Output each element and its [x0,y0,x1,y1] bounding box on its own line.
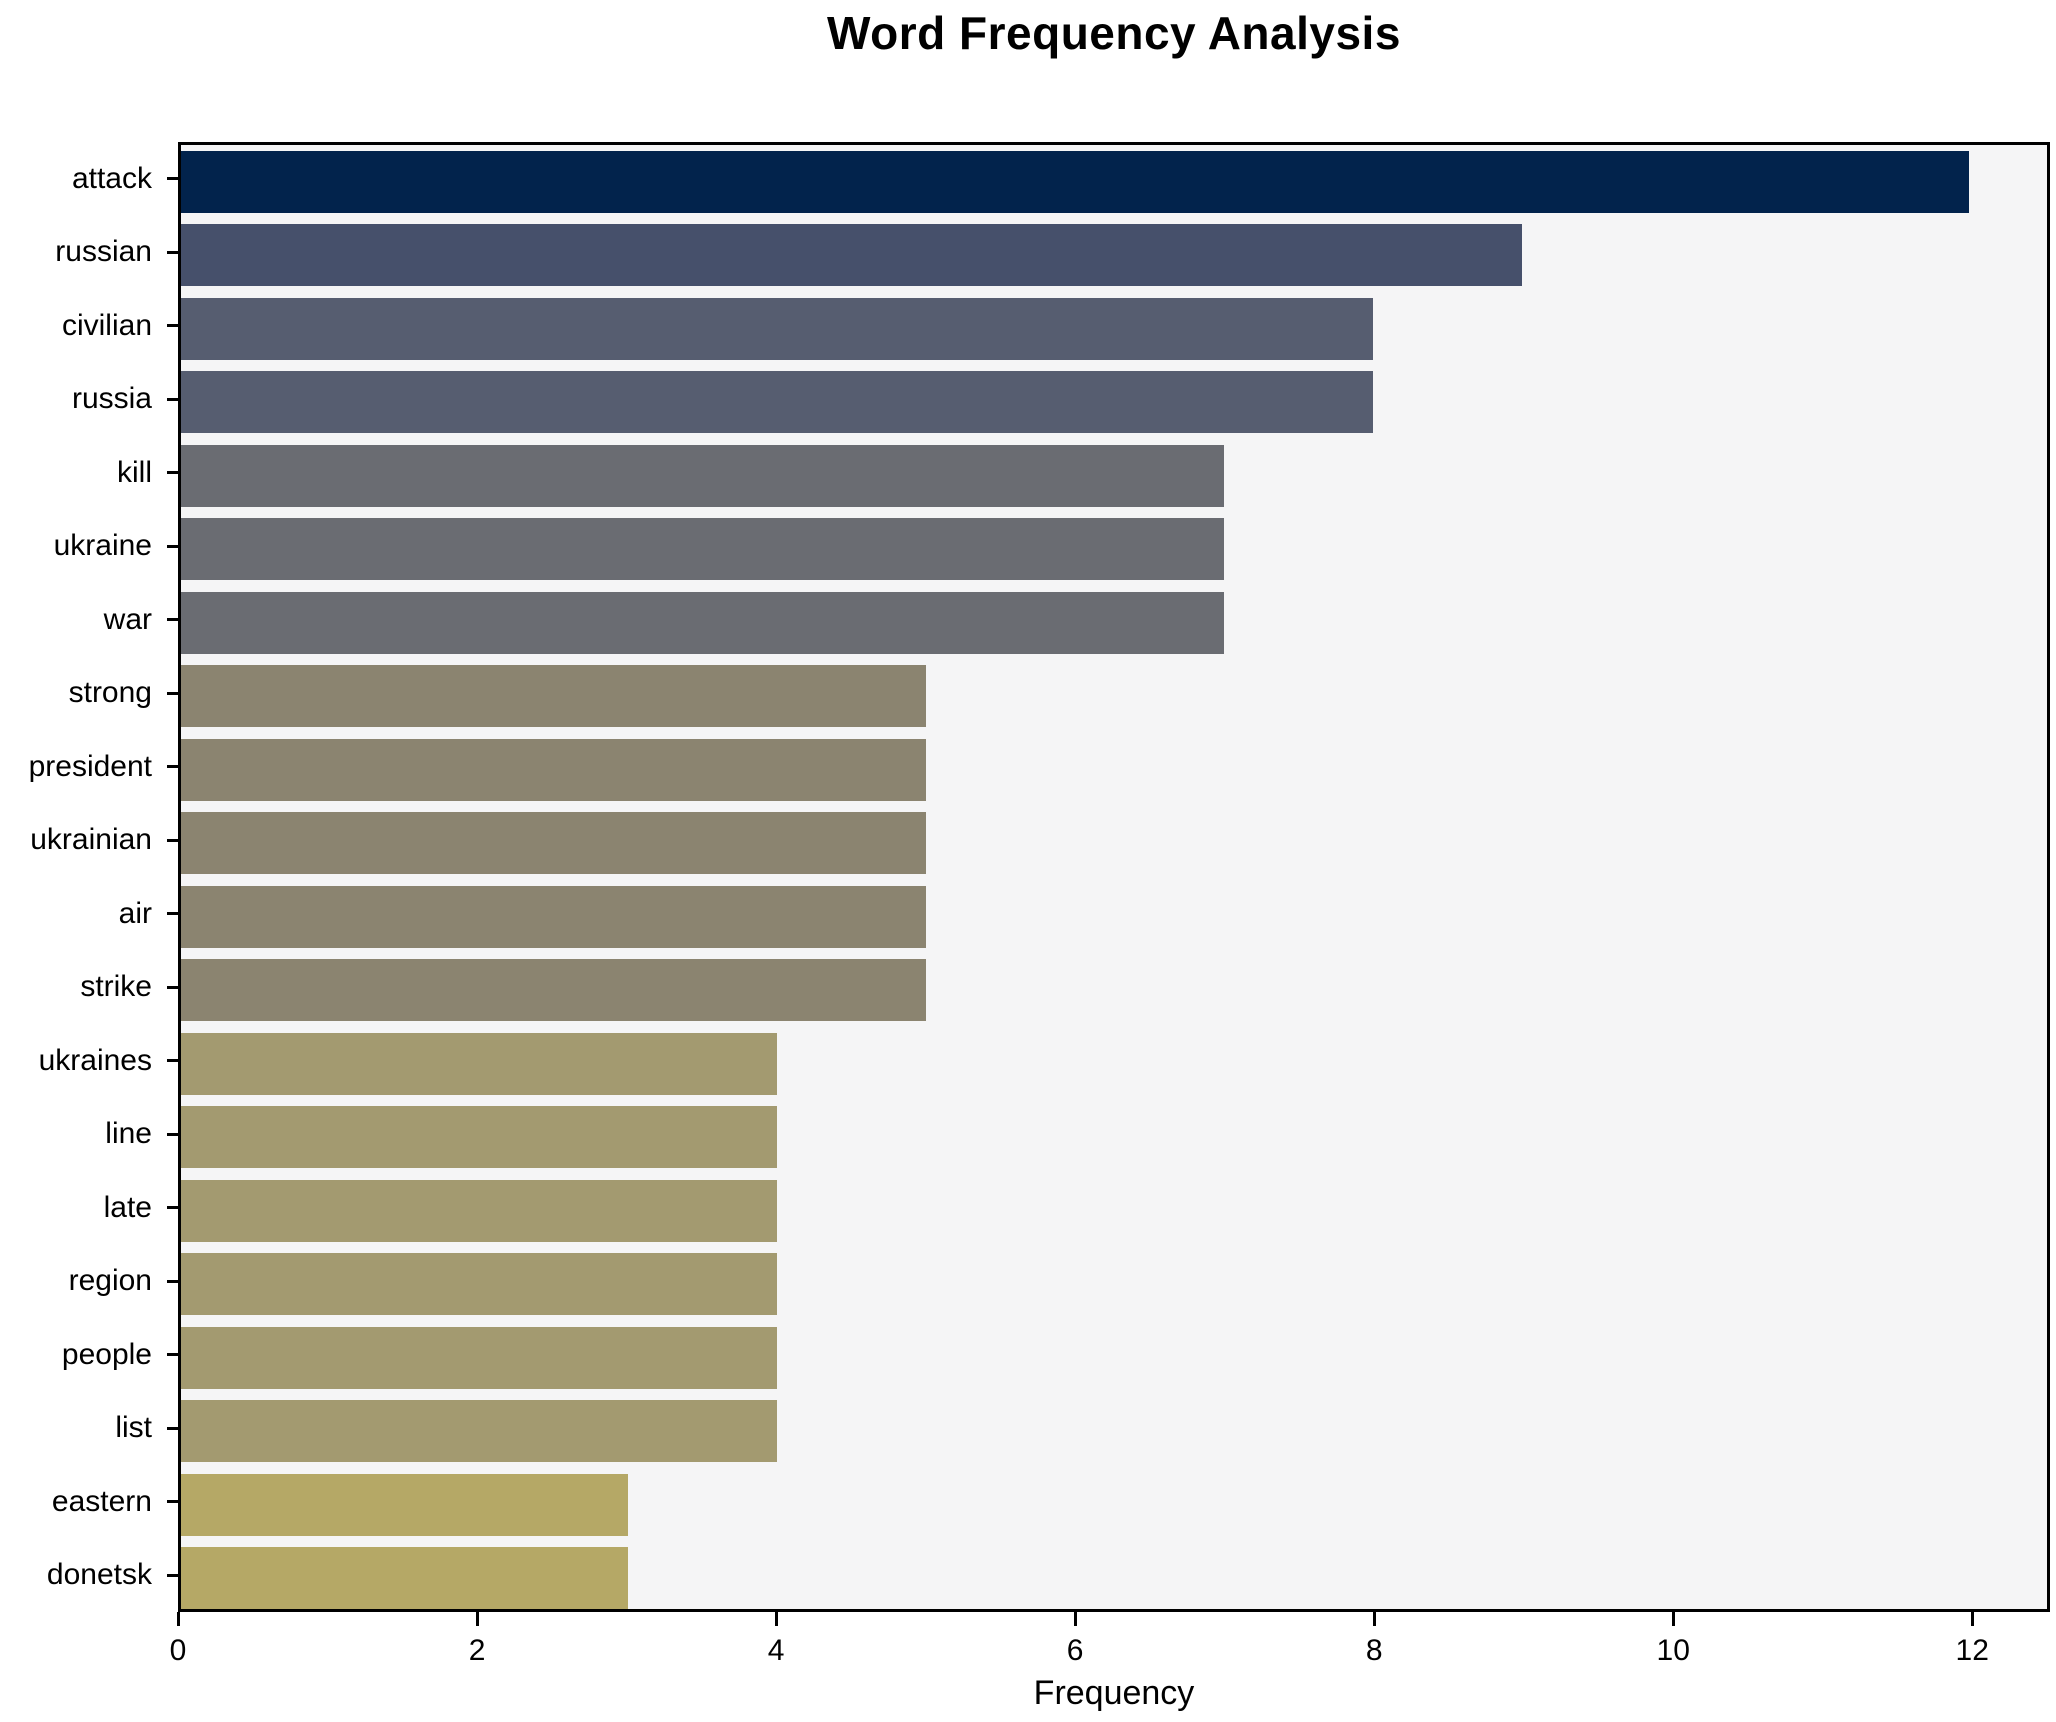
y-tick-mark [167,618,178,622]
y-tick-label-donetsk: donetsk [46,1558,152,1592]
y-tick-label-air: air [118,896,152,930]
bar-russian [181,224,1523,287]
y-tick-label-kill: kill [117,455,152,489]
y-tick-mark [167,544,178,548]
y-tick-mark [167,765,178,769]
y-tick-mark [167,250,178,254]
x-tick-mark [176,1612,180,1626]
y-tick-label-attack: attack [71,161,152,195]
y-tick-mark [167,985,178,989]
y-tick-mark [167,1353,178,1357]
y-tick-mark [167,1426,178,1430]
bar-president [181,738,927,801]
x-tick-label-2: 2 [468,1634,486,1667]
y-tick-mark [167,1500,178,1504]
bar-list [181,1400,778,1463]
bar-attack [181,150,1970,213]
x-tick-mark [1372,1612,1376,1626]
y-tick-mark [167,324,178,328]
x-tick-label-6: 6 [1066,1634,1084,1667]
bar-strike [181,959,927,1022]
bar-kill [181,444,1225,507]
y-tick-mark [167,838,178,842]
x-tick-mark [1671,1612,1675,1626]
x-tick-label-0: 0 [169,1634,187,1667]
y-tick-label-russian: russian [55,235,152,269]
x-tick-mark [475,1612,479,1626]
y-tick-label-ukraines: ukraines [38,1043,152,1077]
y-tick-label-ukrainian: ukrainian [30,823,152,857]
y-tick-mark [167,177,178,181]
y-tick-label-list: list [115,1411,152,1445]
y-tick-label-eastern: eastern [51,1484,152,1518]
y-tick-mark [167,1206,178,1210]
bar-eastern [181,1473,629,1536]
bar-ukraine [181,518,1225,581]
y-tick-label-ukraine: ukraine [53,529,152,563]
x-axis-label: Frequency [1033,1674,1195,1712]
y-tick-label-civilian: civilian [61,308,152,342]
plot-area [178,142,2050,1612]
y-tick-label-war: war [103,602,152,636]
y-tick-mark [167,1132,178,1136]
y-tick-label-president: president [28,749,152,783]
y-tick-label-strike: strike [80,970,152,1004]
y-tick-label-russia: russia [71,382,152,416]
x-tick-label-8: 8 [1365,1634,1383,1667]
y-tick-mark [167,1573,178,1577]
x-tick-label-4: 4 [767,1634,785,1667]
y-tick-mark [167,1059,178,1063]
bar-region [181,1253,778,1316]
y-tick-mark [167,912,178,916]
x-tick-mark [774,1612,778,1626]
y-tick-label-region: region [68,1264,152,1298]
chart-title: Word Frequency Analysis [827,7,1401,59]
bar-people [181,1326,778,1389]
y-tick-label-line: line [105,1117,152,1151]
bar-ukraines [181,1032,778,1095]
bar-line [181,1106,778,1169]
y-tick-mark [167,1279,178,1283]
bar-donetsk [181,1547,629,1610]
bar-air [181,885,927,948]
bar-civilian [181,297,1374,360]
x-tick-label-12: 12 [1955,1634,1989,1667]
bar-ukrainian [181,812,927,875]
x-tick-mark [1970,1612,1974,1626]
y-tick-label-people: people [61,1337,152,1371]
y-tick-mark [167,397,178,401]
bar-late [181,1179,778,1242]
bar-war [181,591,1225,654]
x-tick-mark [1073,1612,1077,1626]
y-tick-mark [167,691,178,695]
x-tick-label-10: 10 [1656,1634,1690,1667]
y-tick-mark [167,471,178,475]
bar-strong [181,665,927,728]
y-tick-label-strong: strong [68,676,152,710]
bar-russia [181,371,1374,434]
y-tick-label-late: late [103,1190,152,1224]
